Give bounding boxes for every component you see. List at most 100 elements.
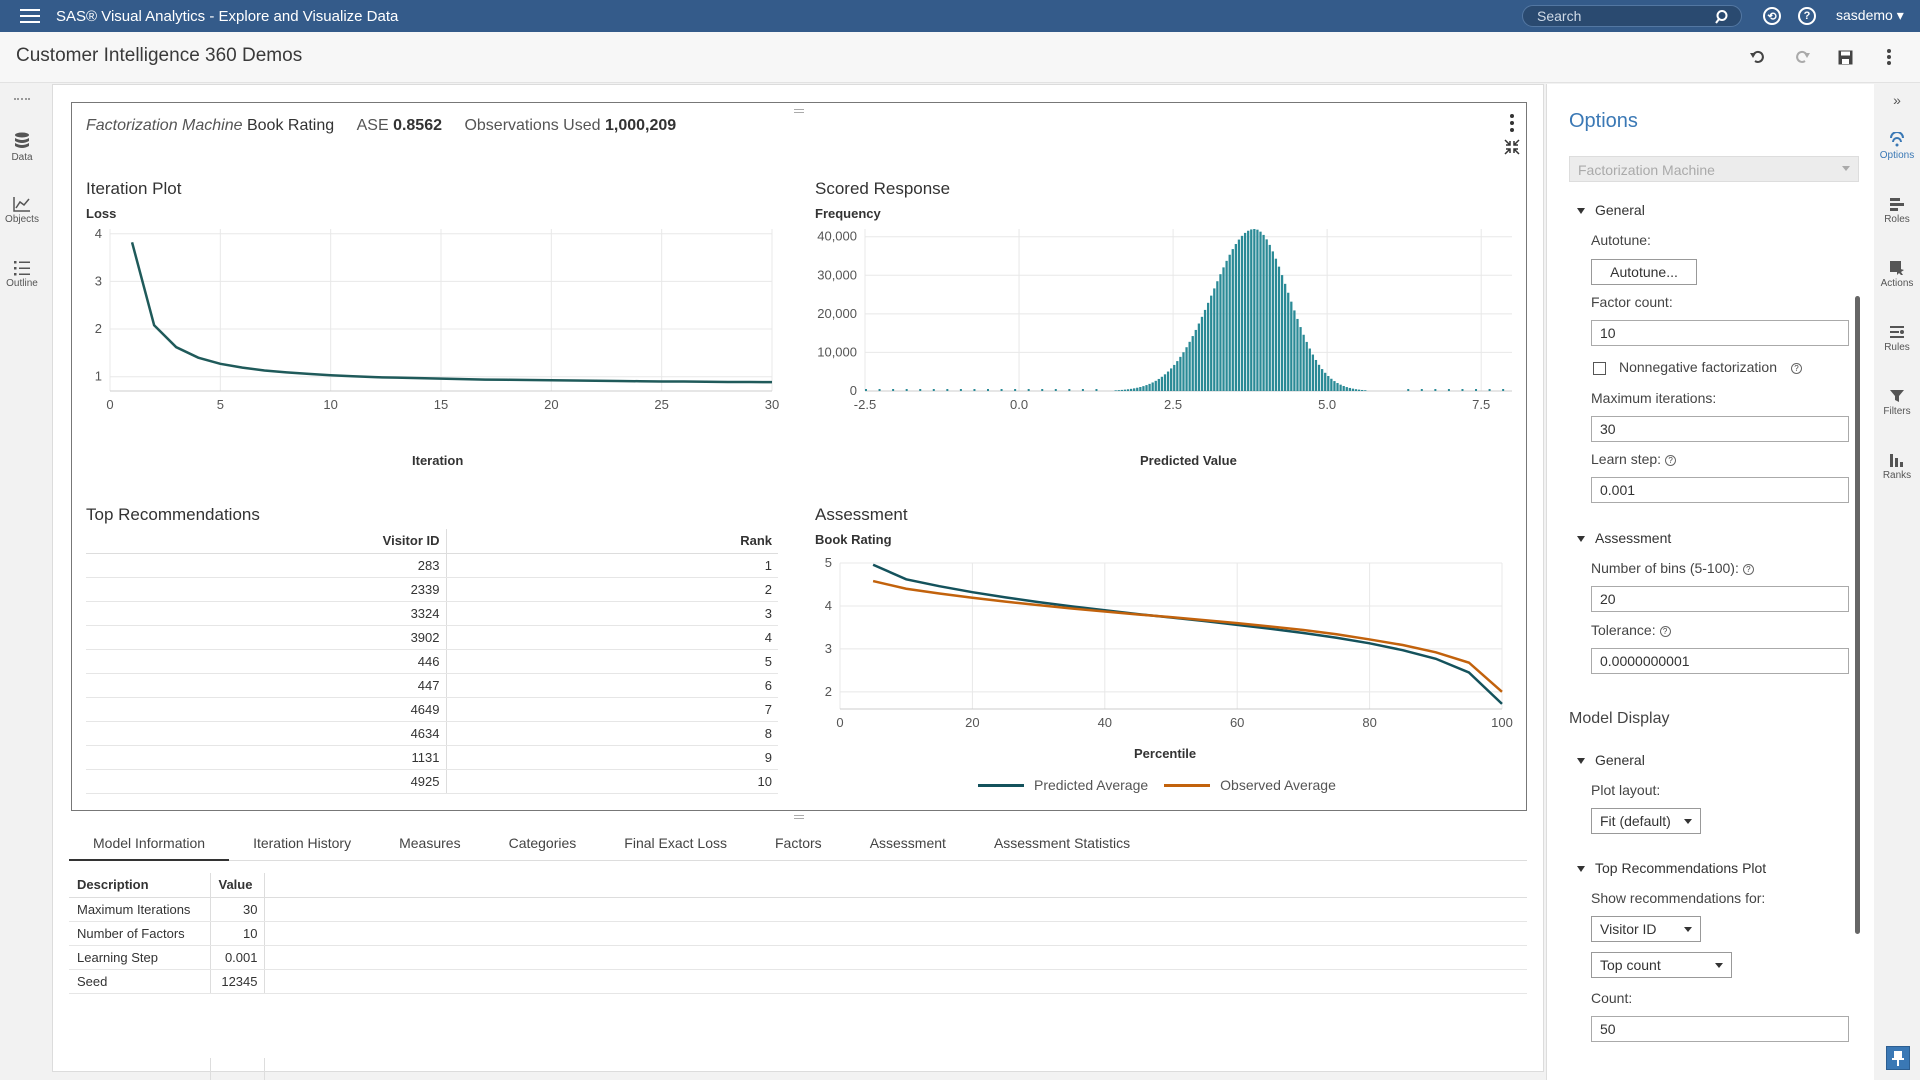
collapse-icon[interactable] (1504, 139, 1520, 155)
autotune-button[interactable]: Autotune... (1591, 259, 1697, 285)
collapse-triangle-icon (1577, 758, 1585, 765)
save-button[interactable] (1834, 46, 1856, 68)
pin-icon[interactable] (1886, 1046, 1910, 1070)
plot-layout-select[interactable]: Fit (default) (1591, 808, 1701, 834)
section-general[interactable]: General (1577, 202, 1645, 218)
tab-assessment-statistics[interactable]: Assessment Statistics (993, 835, 1131, 851)
table-row[interactable]: 446 5 (86, 649, 778, 674)
rail-item-objects[interactable]: Objects (0, 196, 44, 225)
expand-panel-icon[interactable]: » (1893, 92, 1901, 108)
right-rail: » Options Roles Actions Rules Filters Ra… (1874, 84, 1920, 1080)
rank-cell: 1 (446, 553, 778, 578)
x-tick-label: -2.5 (854, 397, 876, 412)
factor-count-input[interactable] (1591, 320, 1849, 346)
rail-label-roles: Roles (1884, 214, 1910, 225)
table-row[interactable]: 2339 2 (86, 577, 778, 602)
histogram-bar (1117, 390, 1120, 391)
report-menu-icon[interactable] (1504, 111, 1520, 135)
history-icon[interactable]: ⟲ (1763, 7, 1781, 25)
table-row[interactable]: 4634 8 (86, 721, 778, 746)
tab-iteration-history[interactable]: Iteration History (253, 835, 352, 851)
object-select[interactable]: Factorization Machine (1569, 156, 1859, 182)
histogram-bar (1191, 336, 1194, 391)
table-row[interactable]: 3324 3 (86, 601, 778, 626)
show-recs-select[interactable]: Visitor ID (1591, 916, 1701, 942)
tolerance-input[interactable] (1591, 648, 1849, 674)
rail-item-filters[interactable]: Filters (1874, 388, 1920, 417)
rail-item-options[interactable]: Options (1874, 132, 1920, 161)
table-row[interactable]: 4925 10 (86, 769, 778, 794)
legend-item-predicted[interactable]: Predicted Average (978, 777, 1148, 793)
chart-icon (13, 197, 30, 212)
redo-button[interactable] (1791, 46, 1813, 68)
tab-assessment[interactable]: Assessment (869, 835, 946, 851)
legend-item-observed[interactable]: Observed Average (1164, 777, 1336, 793)
histogram-bar (1293, 310, 1296, 391)
page-title: Customer Intelligence 360 Demos (16, 45, 303, 66)
left-rail: Data Objects Outline (0, 84, 44, 1080)
rail-grip[interactable] (14, 98, 30, 100)
rail-item-roles[interactable]: Roles (1874, 196, 1920, 225)
menu-icon[interactable] (20, 9, 40, 23)
user-menu[interactable]: sasdemo ▾ (1836, 7, 1904, 23)
rail-item-data[interactable]: Data (0, 132, 44, 163)
histogram-bar (1157, 378, 1160, 391)
help-icon[interactable]: ? (1742, 563, 1754, 575)
learn-step-input[interactable] (1591, 477, 1849, 503)
help-icon[interactable]: ? (1665, 454, 1677, 466)
value-header[interactable]: Value (210, 873, 265, 898)
table-row[interactable]: 447 6 (86, 673, 778, 698)
count-input[interactable] (1591, 1016, 1849, 1042)
top-recs-title: Top Recommendations (86, 505, 260, 524)
table-row[interactable]: 4649 7 (86, 697, 778, 722)
search-input[interactable] (1523, 8, 1703, 24)
nonnegative-checkbox[interactable] (1593, 362, 1606, 375)
tab-factors[interactable]: Factors (775, 835, 822, 851)
tab-categories[interactable]: Categories (508, 835, 577, 851)
histogram-bar (1333, 381, 1336, 391)
search-box[interactable] (1522, 5, 1742, 27)
splitter-handle[interactable] (794, 815, 804, 819)
table-row[interactable]: 3902 4 (86, 625, 778, 650)
tab-measures[interactable]: Measures (399, 835, 461, 851)
report-top-handle[interactable] (794, 109, 804, 113)
bins-input[interactable] (1591, 586, 1849, 612)
description-header[interactable]: Description (69, 873, 211, 898)
table-row[interactable]: Number of Factors 10 (69, 921, 1527, 946)
table-row[interactable]: 283 1 (86, 553, 778, 578)
section-top-recs-plot[interactable]: Top Recommendations Plot (1577, 860, 1766, 876)
visitor-id-header[interactable]: Visitor ID (86, 529, 447, 554)
rail-item-rules[interactable]: Rules (1874, 324, 1920, 353)
tab-final-exact-loss[interactable]: Final Exact Loss (624, 835, 727, 851)
options-scrollbar[interactable] (1855, 296, 1860, 934)
rail-item-ranks[interactable]: Ranks (1874, 452, 1920, 481)
app-title: SAS® Visual Analytics - Explore and Visu… (56, 7, 399, 25)
more-menu-button[interactable] (1878, 46, 1900, 68)
rail-item-actions[interactable]: Actions (1874, 260, 1920, 289)
histogram-bar (1185, 347, 1188, 391)
value-cell: 0.001 (210, 945, 265, 970)
histogram-bar (1364, 390, 1367, 391)
top-count-select[interactable]: Top count (1591, 952, 1732, 978)
x-tick-label: 20 (965, 715, 979, 729)
rail-item-outline[interactable]: Outline (0, 260, 44, 289)
section-assessment[interactable]: Assessment (1577, 530, 1671, 546)
search-icon[interactable] (1715, 9, 1731, 25)
table-row[interactable]: Learning Step 0.001 (69, 945, 1527, 970)
model-target: Book Rating (246, 117, 335, 134)
visitor-id-cell: 4634 (86, 721, 447, 746)
empty-cell (264, 945, 1527, 970)
table-row[interactable]: Seed 12345 (69, 969, 1527, 994)
section-display-general[interactable]: General (1577, 752, 1645, 768)
table-row[interactable]: 1131 9 (86, 745, 778, 770)
help-icon[interactable]: ? (1798, 7, 1816, 25)
tab-model-information[interactable]: Model Information (69, 825, 230, 861)
help-icon[interactable]: ? (1659, 625, 1671, 637)
help-icon[interactable]: ? (1791, 362, 1802, 374)
rank-header[interactable]: Rank (446, 529, 778, 554)
table-row[interactable]: Maximum Iterations 30 (69, 897, 1527, 922)
max-iterations-input[interactable] (1591, 416, 1849, 442)
histogram-bar (1200, 316, 1204, 391)
x-tick-label: 0.0 (1010, 397, 1028, 412)
undo-button[interactable] (1747, 46, 1769, 68)
